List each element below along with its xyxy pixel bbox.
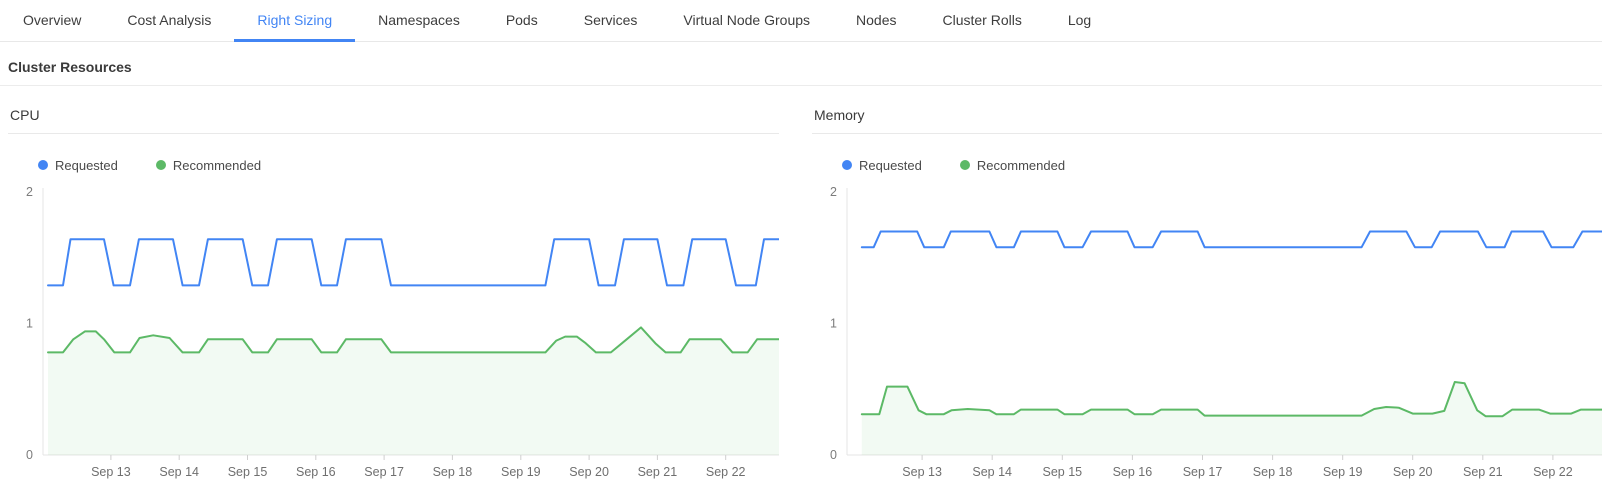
- x-axis-tick-label: Sep 18: [1253, 465, 1293, 479]
- legend-label-recommended: Recommended: [976, 157, 1066, 173]
- tab-bar: Overview Cost Analysis Right Sizing Namespa…: [0, 0, 1602, 42]
- x-axis-tick-label: Sep 21: [638, 465, 678, 479]
- x-axis-tick-label: Sep 14: [972, 465, 1012, 479]
- tab-pods[interactable]: Pods: [505, 12, 538, 28]
- legend-label-requested: Requested: [859, 157, 922, 173]
- cpu-chart-panel: CPU Requested Recommended 2 1 0 Sep 13 Sep 1…: [8, 107, 780, 488]
- x-axis-tick-label: Sep 13: [902, 465, 942, 479]
- x-axis-tick-label: Sep 19: [501, 465, 541, 479]
- x-axis-tick-label: Sep 16: [1113, 465, 1153, 479]
- legend-item-recommended[interactable]: Recommended: [959, 157, 1066, 173]
- memory-chart-svg: 2 1 0 Sep 13 Sep 14 Sep 15 Sep 16 Sep 17 Sep 18 S…: [830, 185, 1602, 479]
- x-axis-tick-label: Sep 22: [1533, 465, 1573, 479]
- recommended-series-dot: [959, 160, 970, 170]
- x-axis-tick-label: Sep 15: [1042, 465, 1082, 479]
- x-axis-tick-label: Sep 17: [364, 465, 404, 479]
- requested-line: [860, 230, 1602, 249]
- x-axis-tick-label: Sep 16: [296, 465, 336, 479]
- x-axis-tick-label: Sep 22: [706, 465, 746, 479]
- legend-item-recommended[interactable]: Recommended: [155, 157, 262, 173]
- recommended-area: [861, 382, 1602, 455]
- x-axis-tick-label: Sep 21: [1463, 465, 1503, 479]
- x-axis-tick-label: Sep 19: [1323, 465, 1363, 479]
- cpu-chart-legend: Requested Recommended: [38, 157, 779, 173]
- tab-overview[interactable]: Overview: [23, 12, 82, 28]
- recommended-series-dot: [155, 160, 166, 170]
- x-axis-tick-label: Sep 13: [91, 465, 131, 479]
- tab-cost-analysis[interactable]: Cost Analysis: [127, 12, 212, 28]
- memory-line-chart: 2 1 0 Sep 13 Sep 14 Sep 15 Sep 16 Sep 17 Sep 18 S…: [812, 178, 1602, 488]
- tab-virtual-node-groups[interactable]: Virtual Node Groups: [683, 12, 811, 28]
- x-axis-tick-label: Sep 14: [159, 465, 199, 479]
- memory-chart-legend: Requested Recommended: [842, 157, 1602, 173]
- cpu-chart-title: CPU: [8, 107, 779, 134]
- legend-label-recommended: Recommended: [172, 157, 262, 173]
- section-title: Cluster Resources: [0, 58, 1602, 86]
- memory-chart-panel: Memory Requested Recommended 2 1 0 Sep 13 Se…: [812, 107, 1602, 488]
- requested-line: [47, 238, 780, 287]
- tab-log[interactable]: Log: [1067, 12, 1092, 28]
- x-axis-tick-label: Sep 20: [1393, 465, 1433, 479]
- legend-item-requested[interactable]: Requested: [842, 158, 922, 173]
- y-axis-tick-label: 1: [26, 317, 33, 331]
- x-axis-tick-label: Sep 15: [228, 465, 268, 479]
- legend-item-requested[interactable]: Requested: [38, 158, 118, 173]
- y-axis-tick-label: 0: [26, 448, 33, 462]
- tab-cluster-rolls[interactable]: Cluster Rolls: [942, 12, 1022, 28]
- charts-row: CPU Requested Recommended 2 1 0 Sep 13 Sep 1…: [0, 107, 1602, 488]
- y-axis-tick-label: 2: [830, 185, 837, 199]
- x-axis-tick-label: Sep 18: [433, 465, 473, 479]
- tab-right-sizing[interactable]: Right Sizing: [234, 0, 356, 42]
- tab-nodes[interactable]: Nodes: [856, 12, 897, 28]
- cpu-chart-svg: 2 1 0 Sep 13 Sep 14 Sep 15 Sep 16 Sep 17 Sep 18 S…: [26, 185, 780, 479]
- y-axis-tick-label: 0: [830, 448, 837, 462]
- legend-label-requested: Requested: [55, 157, 118, 173]
- tab-services[interactable]: Services: [583, 12, 638, 28]
- cpu-line-chart: 2 1 0 Sep 13 Sep 14 Sep 15 Sep 16 Sep 17 Sep 18 S…: [8, 178, 780, 488]
- recommended-area: [48, 327, 779, 455]
- x-axis-tick-label: Sep 20: [569, 465, 609, 479]
- requested-series-dot: [38, 160, 48, 170]
- x-axis-tick-label: Sep 17: [1183, 465, 1223, 479]
- y-axis-tick-label: 2: [26, 185, 33, 199]
- recommended-line: [860, 381, 1602, 418]
- recommended-line: [47, 326, 780, 354]
- y-axis-tick-label: 1: [830, 317, 837, 331]
- memory-chart-title: Memory: [812, 107, 1602, 134]
- requested-series-dot: [842, 160, 852, 170]
- tab-namespaces[interactable]: Namespaces: [378, 12, 460, 28]
